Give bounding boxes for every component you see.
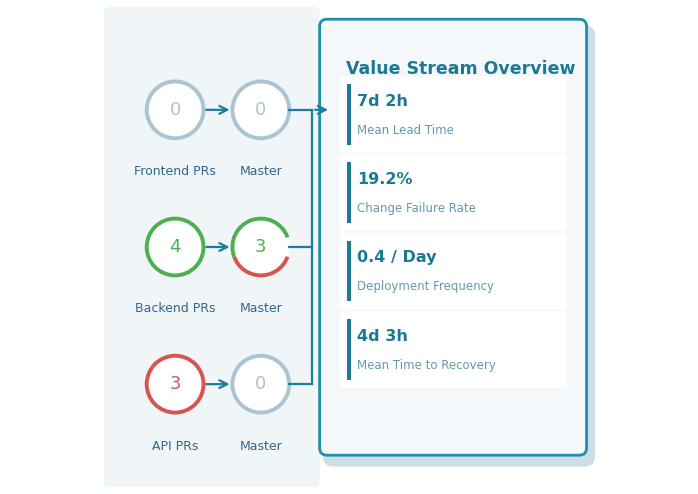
- Text: 3: 3: [170, 375, 181, 393]
- Circle shape: [147, 218, 204, 276]
- FancyBboxPatch shape: [104, 7, 320, 487]
- Text: 3: 3: [255, 238, 267, 256]
- Circle shape: [232, 82, 289, 138]
- Circle shape: [232, 356, 289, 412]
- Text: 7d 2h: 7d 2h: [357, 94, 408, 109]
- Text: Frontend PRs: Frontend PRs: [134, 165, 216, 178]
- Circle shape: [232, 82, 289, 138]
- Text: 19.2%: 19.2%: [357, 172, 413, 187]
- Text: Master: Master: [239, 440, 282, 453]
- Circle shape: [147, 356, 204, 412]
- Text: Change Failure Rate: Change Failure Rate: [357, 202, 476, 215]
- Bar: [346, 241, 352, 301]
- FancyBboxPatch shape: [340, 76, 567, 153]
- Text: Deployment Frequency: Deployment Frequency: [357, 281, 494, 293]
- Bar: [346, 319, 352, 380]
- Bar: [346, 84, 352, 145]
- Text: 0: 0: [255, 101, 267, 119]
- Text: Mean Lead Time: Mean Lead Time: [357, 124, 454, 137]
- Text: 0: 0: [255, 375, 267, 393]
- FancyBboxPatch shape: [340, 233, 567, 309]
- Text: 0.4 / Day: 0.4 / Day: [357, 250, 437, 265]
- FancyBboxPatch shape: [340, 311, 567, 388]
- FancyBboxPatch shape: [340, 155, 567, 231]
- FancyBboxPatch shape: [320, 19, 586, 455]
- Circle shape: [147, 82, 204, 138]
- Text: 0: 0: [170, 101, 181, 119]
- Circle shape: [147, 356, 204, 412]
- Text: Value Stream Overview: Value Stream Overview: [346, 60, 575, 78]
- Text: Master: Master: [239, 165, 282, 178]
- Bar: [346, 162, 352, 223]
- Text: Master: Master: [239, 302, 282, 315]
- FancyBboxPatch shape: [323, 26, 595, 466]
- Circle shape: [232, 218, 289, 276]
- Text: Mean Time to Recovery: Mean Time to Recovery: [357, 359, 496, 372]
- Text: API PRs: API PRs: [152, 440, 198, 453]
- Circle shape: [232, 356, 289, 412]
- Text: 4d 3h: 4d 3h: [357, 329, 408, 344]
- Circle shape: [147, 218, 204, 276]
- Circle shape: [147, 82, 204, 138]
- Text: Backend PRs: Backend PRs: [135, 302, 216, 315]
- Text: 4: 4: [170, 238, 181, 256]
